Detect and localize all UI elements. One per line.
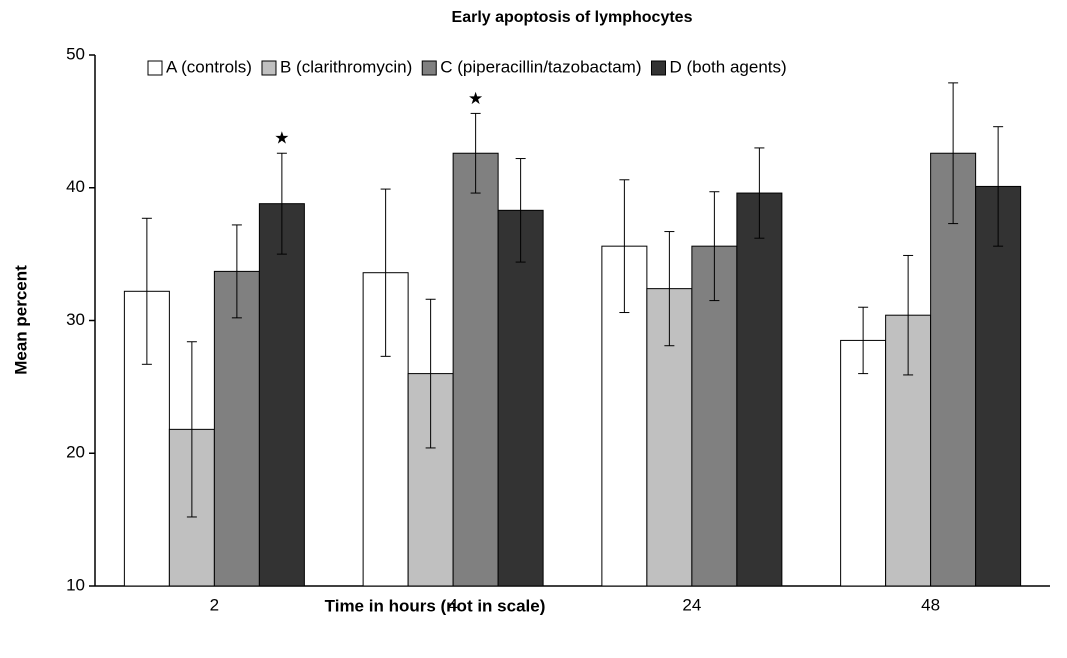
bar [497,209,544,587]
legend-label: C (piperacillin/tazobactam) [440,57,641,76]
y-tick-label: 30 [66,310,85,329]
error-bar [186,341,197,518]
error-bar [754,147,765,239]
error-bar [664,231,675,347]
annotation: ★ [468,89,483,108]
bar [691,245,738,587]
error-bar [993,126,1004,247]
annotation: ★ [274,129,289,148]
legend-swatch [421,60,437,76]
x-tick-label: 4 [448,595,457,614]
legend-swatch [650,60,666,76]
error-bar [709,191,720,302]
y-tick-label: 20 [66,443,85,462]
bar [840,339,887,587]
legend-swatch [261,60,277,76]
error-bar [425,298,436,449]
chart-title: Early apoptosis of lymphocytes [452,9,693,26]
legend-swatch [147,60,163,76]
error-bar [858,306,869,375]
error-bar [903,254,914,376]
legend-label: A (controls) [166,57,252,76]
x-tick-label: 2 [210,595,219,614]
x-tick-label: 24 [682,595,701,614]
y-tick-label: 40 [66,177,85,196]
bar [213,270,260,587]
y-tick-label: 10 [66,575,85,594]
error-bar [380,188,391,357]
y-tick-label: 50 [66,44,85,63]
bar [452,152,499,587]
error-bar [515,158,526,263]
error-bar [276,152,287,255]
error-bar [948,82,959,225]
bar [258,203,305,587]
error-bar [470,112,481,194]
x-tick-label: 48 [921,595,940,614]
legend-label: D (both agents) [669,57,786,76]
error-bar [619,179,630,314]
error-bar [231,224,242,319]
error-bar [141,217,152,365]
legend-label: B (clarithromycin) [280,57,412,76]
bar [736,192,783,587]
x-axis-title: Time in hours (not in scale) [325,596,546,615]
y-axis-title: Mean percent [11,265,30,375]
